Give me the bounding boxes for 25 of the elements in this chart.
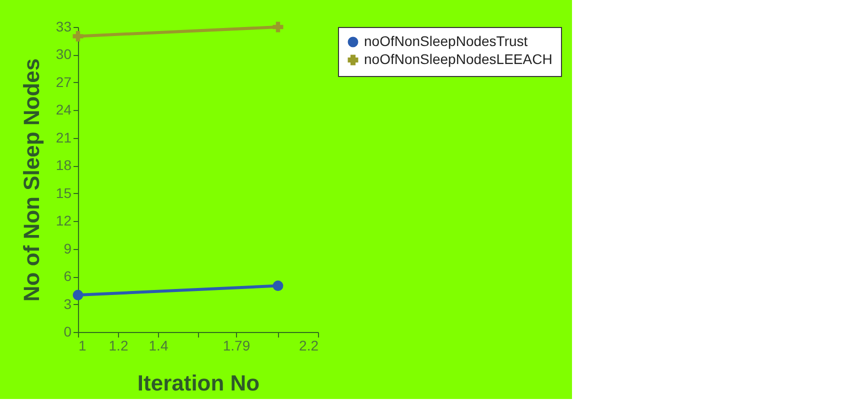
y-tick-label: 15 — [56, 184, 72, 201]
point — [72, 290, 84, 300]
y-tick-label: 21 — [56, 129, 72, 146]
y-tick-label: 18 — [56, 157, 72, 174]
x-tick-label: 1 — [78, 338, 86, 354]
y-tick-label: 9 — [64, 240, 72, 256]
x-tick-label: 1.4 — [148, 338, 168, 354]
point — [72, 31, 84, 42]
x-axis-title: Iteration No — [137, 370, 260, 396]
y-tick-label: 27 — [56, 74, 72, 90]
y-tick-label: 0 — [64, 324, 72, 340]
point — [272, 280, 284, 292]
y-tick-label: 3 — [64, 296, 72, 312]
x-tick-label: 1.2 — [108, 338, 128, 354]
legend-label: noOfNonSleepNodesLEEACH — [364, 51, 552, 67]
y-axis-title: No of Non Sleep Nodes — [18, 58, 44, 302]
x-tick-label: 1.79 — [222, 338, 250, 354]
y-tick-label: 6 — [64, 268, 72, 284]
y-tick-label: 30 — [56, 46, 72, 62]
y-tick-label: 24 — [56, 102, 72, 118]
legend-label: noOfNonSleepNodesTrust — [364, 33, 528, 49]
point — [272, 22, 284, 32]
x-tick-label: 2.2 — [299, 338, 319, 354]
y-tick-label: 33 — [56, 18, 72, 34]
y-tick-label: 12 — [56, 212, 72, 229]
